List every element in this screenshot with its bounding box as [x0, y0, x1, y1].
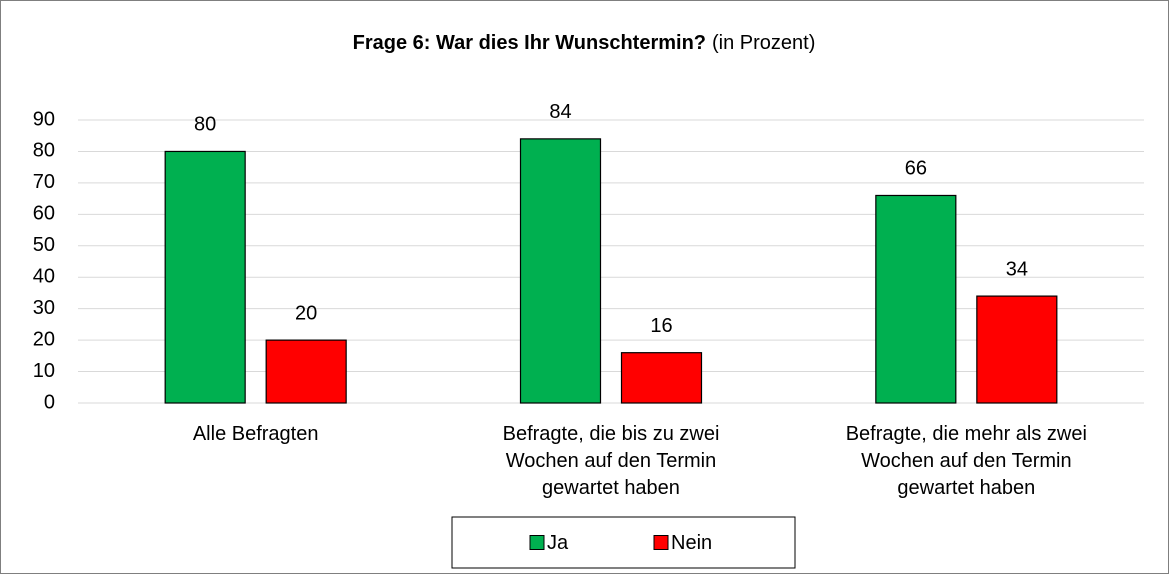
x-tick-label: Befragte, die mehr als zwei Wochen auf de… [846, 423, 1087, 499]
bar [265, 339, 347, 404]
chart-title-note: (in Prozent) [712, 32, 815, 54]
bar [519, 138, 602, 404]
legend-box [451, 516, 796, 569]
x-tick-label-line: Alle Befragten [193, 423, 319, 445]
y-tick-label: 90 [33, 108, 55, 130]
x-tick-label-line: gewartet haben [542, 477, 680, 499]
legend-swatch [529, 535, 545, 550]
y-tick-label: 0 [44, 391, 55, 413]
chart-title-group: Frage 6: War dies Ihr Wunschtermin? (in P… [353, 32, 816, 54]
x-tick-label-line: Befragte, die mehr als zwei [846, 423, 1087, 445]
bar [620, 352, 703, 404]
x-tick-label-line: Wochen auf den Termin [861, 450, 1072, 472]
chart-title: Frage 6: War dies Ihr Wunschtermin? [353, 32, 706, 54]
value-label: 20 [295, 302, 317, 324]
x-tick-label: Befragte, die bis zu zwei Wochen auf den … [503, 423, 720, 499]
value-label: 16 [650, 315, 672, 337]
bar [164, 150, 246, 404]
x-tick-label-line: Befragte, die bis zu zwei [503, 423, 720, 445]
value-label: 80 [194, 114, 216, 136]
y-tick-label: 60 [33, 203, 55, 225]
value-label: 66 [905, 158, 927, 180]
x-tick-label-line: Wochen auf den Termin [506, 450, 717, 472]
y-tick-label: 30 [33, 297, 55, 319]
legend-label: Nein [671, 532, 712, 554]
y-tick-label: 40 [33, 266, 55, 288]
bar [976, 295, 1058, 404]
y-tick-label: 70 [33, 171, 55, 193]
legend-label: Ja [547, 532, 569, 554]
y-tick-label: 10 [33, 360, 55, 382]
x-tick-label: Alle Befragten [193, 423, 319, 445]
y-tick-label: 80 [33, 140, 55, 162]
x-tick-label-line: gewartet haben [897, 477, 1035, 499]
legend-swatch [653, 535, 669, 550]
value-label: 34 [1006, 258, 1028, 280]
y-tick-label: 50 [33, 234, 55, 256]
bar [875, 194, 957, 404]
value-label: 84 [549, 101, 571, 123]
y-tick-label: 20 [33, 328, 55, 350]
